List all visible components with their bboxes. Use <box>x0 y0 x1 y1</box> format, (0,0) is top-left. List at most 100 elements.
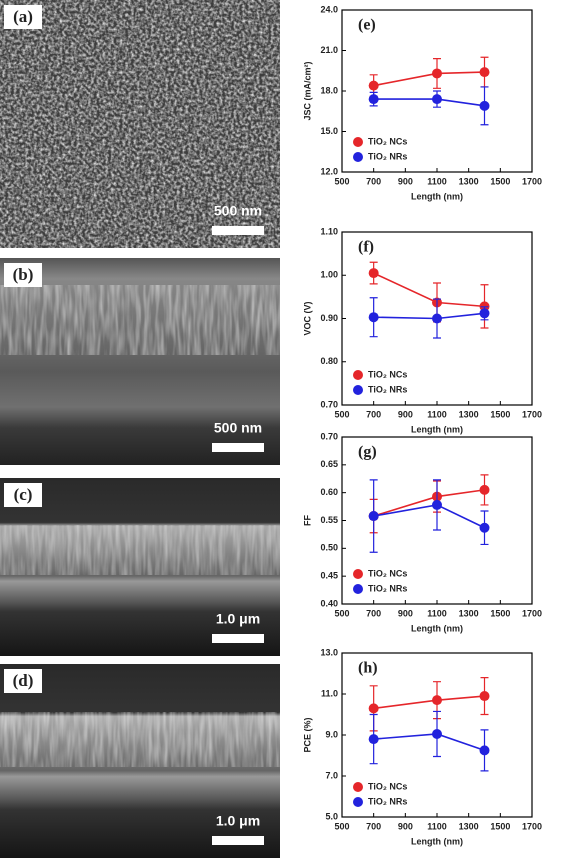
series-line <box>373 695 485 710</box>
x-tick-label: 1100 <box>427 608 447 618</box>
legend-marker <box>353 797 363 807</box>
label-box <box>4 263 42 287</box>
x-tick-label: 700 <box>366 176 381 186</box>
x-tick-label: 1700 <box>522 821 542 831</box>
y-tick-label: 13.0 <box>320 647 338 657</box>
y-axis-label: JSC (mA/cm²) <box>302 61 312 120</box>
x-tick-label: 700 <box>366 409 381 419</box>
y-tick-label: 21.0 <box>320 45 338 55</box>
scale-label: 1.0 μm <box>216 611 260 627</box>
scale-label: 500 nm <box>214 420 262 436</box>
data-point <box>368 734 379 745</box>
series-line <box>373 71 485 87</box>
legend-marker <box>353 584 363 594</box>
series-line <box>373 98 485 107</box>
y-axis-label: PCE (%) <box>302 717 312 752</box>
x-tick-label: 1100 <box>427 409 447 419</box>
label-box <box>4 669 42 693</box>
series-line <box>373 312 485 320</box>
y-tick-label: 11.0 <box>321 688 338 698</box>
y-tick-label: 0.50 <box>320 543 338 553</box>
data-point <box>479 67 490 78</box>
legend-label: TiO₂ NCs <box>368 781 407 791</box>
y-tick-label: 0.65 <box>320 459 338 469</box>
data-point <box>432 94 442 105</box>
x-tick-label: 1100 <box>427 821 447 831</box>
data-point <box>432 68 442 79</box>
panel-label: (e) <box>358 17 376 34</box>
x-axis-label: Length (nm) <box>411 623 463 633</box>
y-tick-label: 0.80 <box>320 356 338 366</box>
scale-label: 1.0 μm <box>216 813 260 829</box>
x-tick-label: 900 <box>398 409 413 419</box>
data-point <box>368 94 379 105</box>
label-box <box>4 5 42 29</box>
y-tick-label: 0.70 <box>320 431 338 441</box>
legend-marker <box>353 152 363 162</box>
y-tick-label: 0.55 <box>320 515 338 525</box>
x-tick-label: 500 <box>334 821 349 831</box>
scale-label: 500 nm <box>214 203 262 219</box>
legend-marker <box>353 370 363 380</box>
series-line <box>373 489 485 517</box>
x-tick-label: 700 <box>366 821 381 831</box>
legend-marker <box>353 137 363 147</box>
y-tick-label: 0.45 <box>320 571 338 581</box>
panel-label: (g) <box>358 444 377 461</box>
x-tick-label: 500 <box>334 409 349 419</box>
data-point <box>368 511 379 522</box>
data-point <box>432 499 442 510</box>
y-axis-label: VOC (V) <box>302 301 312 335</box>
series-line <box>373 504 485 529</box>
x-tick-label: 1700 <box>522 409 542 419</box>
data-point <box>432 313 442 324</box>
panel-label: (c) <box>14 485 33 504</box>
legend-label: TiO₂ NRs <box>368 151 407 161</box>
legend-label: TiO₂ NRs <box>368 384 407 394</box>
data-point <box>479 308 490 319</box>
legend-label: TiO₂ NRs <box>368 583 407 593</box>
data-point <box>368 312 379 323</box>
data-point <box>432 728 442 739</box>
y-tick-label: 7.0 <box>325 770 338 780</box>
series-line <box>373 733 485 752</box>
panel-label: (h) <box>358 660 378 677</box>
sem-texture <box>0 712 280 767</box>
data-point <box>432 695 442 706</box>
y-tick-label: 5.0 <box>325 811 338 821</box>
sem-texture <box>0 285 280 355</box>
sem-texture <box>0 525 280 575</box>
y-tick-label: 15.0 <box>320 126 338 136</box>
sem-texture <box>0 0 280 248</box>
x-tick-label: 1300 <box>459 821 479 831</box>
x-tick-label: 1300 <box>459 608 479 618</box>
y-tick-label: 24.0 <box>320 4 338 14</box>
scale-bar <box>212 443 264 452</box>
x-axis-label: Length (nm) <box>411 191 463 201</box>
data-point <box>479 522 490 533</box>
x-tick-label: 1500 <box>490 409 510 419</box>
y-tick-label: 1.10 <box>320 226 338 236</box>
x-tick-label: 500 <box>334 608 349 618</box>
x-tick-label: 900 <box>398 608 413 618</box>
data-point <box>368 703 379 714</box>
label-box <box>4 483 42 507</box>
x-tick-label: 1700 <box>522 176 542 186</box>
y-axis-label: FF <box>302 515 312 526</box>
scale-bar <box>212 836 264 845</box>
y-tick-label: 12.0 <box>320 166 338 176</box>
x-tick-label: 1300 <box>459 176 479 186</box>
x-tick-label: 900 <box>398 176 413 186</box>
legend-label: TiO₂ NCs <box>368 136 407 146</box>
y-tick-label: 0.40 <box>320 598 338 608</box>
scale-bar <box>212 226 264 235</box>
x-axis-label: Length (nm) <box>411 424 463 434</box>
x-tick-label: 1500 <box>490 821 510 831</box>
y-tick-label: 0.60 <box>320 487 338 497</box>
panel-label: (b) <box>13 265 34 284</box>
data-point <box>479 484 490 495</box>
x-tick-label: 1500 <box>490 608 510 618</box>
data-point <box>368 268 379 279</box>
data-point <box>368 80 379 91</box>
x-tick-label: 500 <box>334 176 349 186</box>
